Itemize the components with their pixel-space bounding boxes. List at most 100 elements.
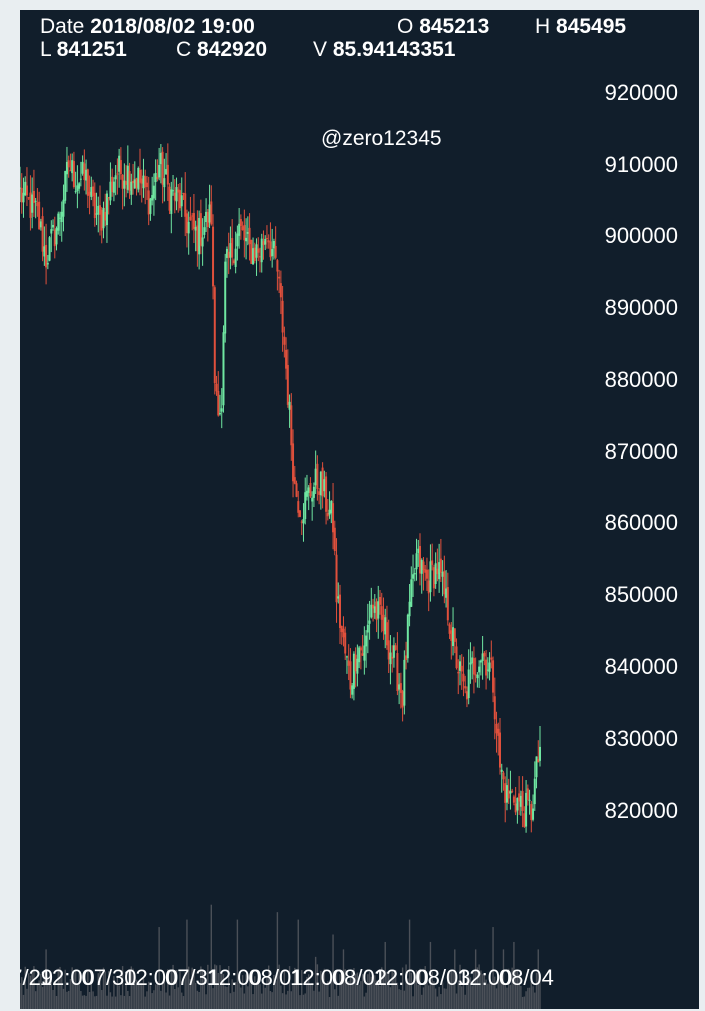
volume-bar (509, 984, 512, 1009)
candle (271, 228, 274, 268)
volume-bar (175, 969, 178, 1009)
candle (507, 778, 510, 804)
volume-bar (417, 984, 419, 1009)
candlestick-chart[interactable] (20, 10, 699, 1009)
volume-readout: V 85.94143351 (313, 39, 456, 61)
candle (539, 726, 541, 767)
candle-body (479, 660, 482, 663)
volume-bar (200, 966, 202, 1009)
candle-body (208, 204, 211, 223)
volume-bar (506, 987, 508, 1009)
candle (22, 177, 25, 218)
candle-body (107, 197, 110, 199)
volume-bar (318, 991, 320, 1009)
candle (156, 159, 159, 182)
volume-bar (217, 972, 219, 1009)
candle (236, 225, 239, 261)
candle-body (434, 563, 437, 584)
candle (302, 503, 305, 542)
candle (64, 170, 67, 204)
volume-bar (229, 993, 232, 1009)
volume-bar (255, 983, 258, 1009)
candle (53, 216, 56, 259)
candle (100, 207, 103, 244)
candle (152, 173, 155, 216)
volume-bar (501, 978, 503, 1009)
candle-body (210, 201, 213, 225)
candle-body (72, 161, 75, 188)
volume-bar (513, 941, 515, 1009)
candle (250, 239, 253, 264)
volume-bar (306, 976, 308, 1009)
candle (177, 183, 180, 213)
volume-bar (358, 984, 360, 1009)
volume-bar (224, 986, 226, 1009)
volume-bar (302, 994, 305, 1009)
volume-bar (480, 970, 482, 1009)
candle (229, 226, 232, 270)
volume-bar (384, 941, 386, 1009)
volume-bar (167, 969, 169, 1009)
candle-body (78, 183, 81, 189)
candle-body (232, 260, 235, 264)
candle (128, 162, 131, 199)
candle-body (288, 401, 291, 410)
volume-bar (111, 996, 113, 1009)
candle (267, 234, 270, 249)
volume-bar (379, 985, 381, 1009)
candle (133, 161, 136, 189)
candle (321, 462, 324, 509)
volume-bar (55, 995, 58, 1009)
candle-body (163, 178, 166, 188)
volume-bar (182, 996, 185, 1009)
candle-body (57, 213, 60, 231)
volume-bar (394, 970, 397, 1009)
candle-body (370, 604, 373, 618)
candle-body (20, 187, 23, 203)
candle-body (203, 227, 206, 235)
candle-body (215, 383, 218, 392)
candle (231, 219, 234, 266)
low-label: L (40, 38, 51, 61)
candle (24, 176, 27, 197)
chart-panel[interactable]: Date 2018/08/02 19:00 O 845213 H 845495 … (20, 10, 699, 1009)
candle-body (339, 594, 341, 628)
ohlc-row-1: Date 2018/08/02 19:00 (40, 16, 255, 38)
candle (196, 210, 199, 267)
candle-body (497, 728, 500, 736)
y-tick-label: 830000 (604, 725, 678, 751)
candle-body (401, 691, 404, 708)
volume-bar (181, 992, 183, 1009)
candle (342, 616, 345, 647)
candle (316, 455, 319, 501)
candle-body (391, 656, 394, 659)
volume-bar (313, 990, 315, 1009)
candle-body (382, 614, 385, 632)
candle-body (460, 665, 463, 672)
candle-body (292, 443, 295, 482)
candle-body (281, 300, 284, 333)
candle-body (495, 723, 498, 734)
candle (159, 144, 162, 184)
y-tick-label: 880000 (604, 366, 678, 392)
candle-body (267, 240, 270, 243)
candle-body (55, 228, 58, 245)
candle (325, 472, 328, 525)
candle (351, 682, 354, 699)
candle-body (293, 477, 296, 484)
candle (293, 465, 296, 485)
candle-body (530, 804, 533, 821)
candle-body (455, 646, 458, 669)
candle-body (492, 660, 495, 693)
candle (373, 594, 376, 619)
candle (206, 209, 209, 242)
candle (220, 388, 223, 429)
candle-body (229, 243, 232, 258)
volume-bar (226, 986, 228, 1009)
candle (290, 393, 293, 461)
volume-bar (490, 982, 493, 1009)
candle (72, 151, 75, 189)
candle-body (24, 181, 27, 196)
volume-bar (132, 968, 134, 1009)
candle (462, 656, 465, 697)
